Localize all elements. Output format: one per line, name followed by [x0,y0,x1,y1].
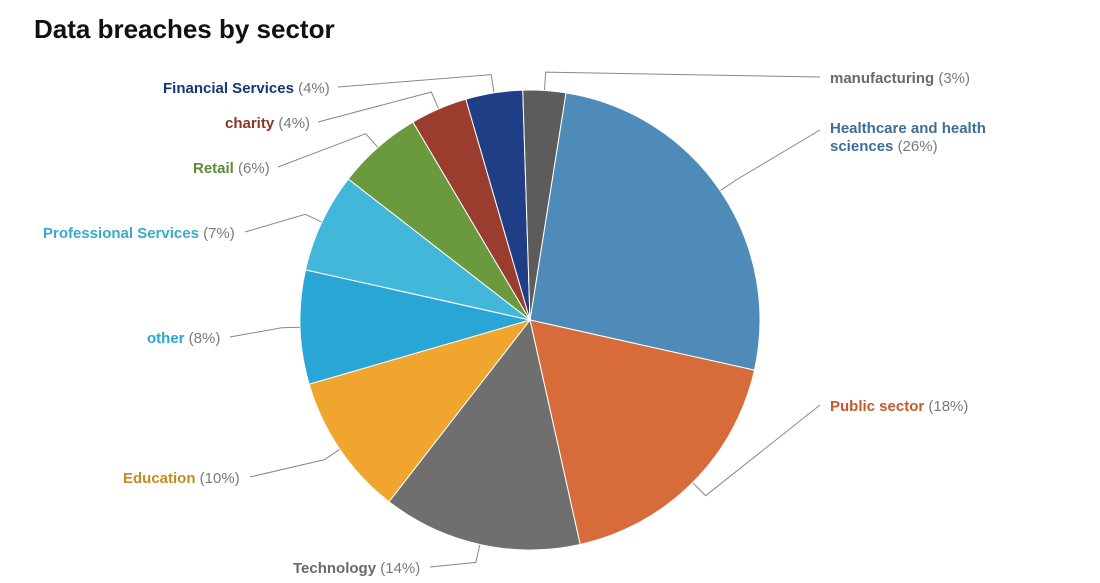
leader-line [230,327,300,337]
slice-label: Healthcare and health sciences (26%) [830,120,1030,156]
slice-label-name: Financial Services [163,80,298,97]
leader-line [544,72,820,90]
slice-label-pct: (26%) [898,138,938,155]
slice-label-name: Education [123,470,200,487]
slice-label: other (8%) [147,330,220,348]
chart-title: Data breaches by sector [34,14,335,45]
slice-label-pct: (14%) [380,560,420,577]
slice-label: Professional Services (7%) [43,225,235,243]
pie-chart [300,90,760,550]
slice-label-pct: (8%) [189,330,221,347]
slice-label-name: Professional Services [43,225,203,242]
slice-label-name: other [147,330,189,347]
slice-label-name: Retail [193,160,238,177]
slice-label-pct: (3%) [938,70,970,87]
slice-label-pct: (6%) [238,160,270,177]
slice-label: manufacturing (3%) [830,70,970,88]
slice-label: Public sector (18%) [830,398,968,416]
slice-label-name: Technology [293,560,380,577]
slice-label: Technology (14%) [293,560,420,578]
slice-label-pct: (4%) [298,80,330,97]
slice-label-name: Public sector [830,398,928,415]
slice-label: Education (10%) [123,470,240,488]
slice-label-pct: (18%) [928,398,968,415]
slice-label-pct: (7%) [203,225,235,242]
slice-label-name: manufacturing [830,70,938,87]
slice-label: charity (4%) [225,115,310,133]
slice-label-name: charity [225,115,278,132]
chart-container: Data breaches by sector Healthcare and h… [0,0,1100,583]
slice-label: Financial Services (4%) [163,80,330,98]
slice-label-pct: (10%) [200,470,240,487]
slice-label: Retail (6%) [193,160,270,178]
slice-label-pct: (4%) [278,115,310,132]
